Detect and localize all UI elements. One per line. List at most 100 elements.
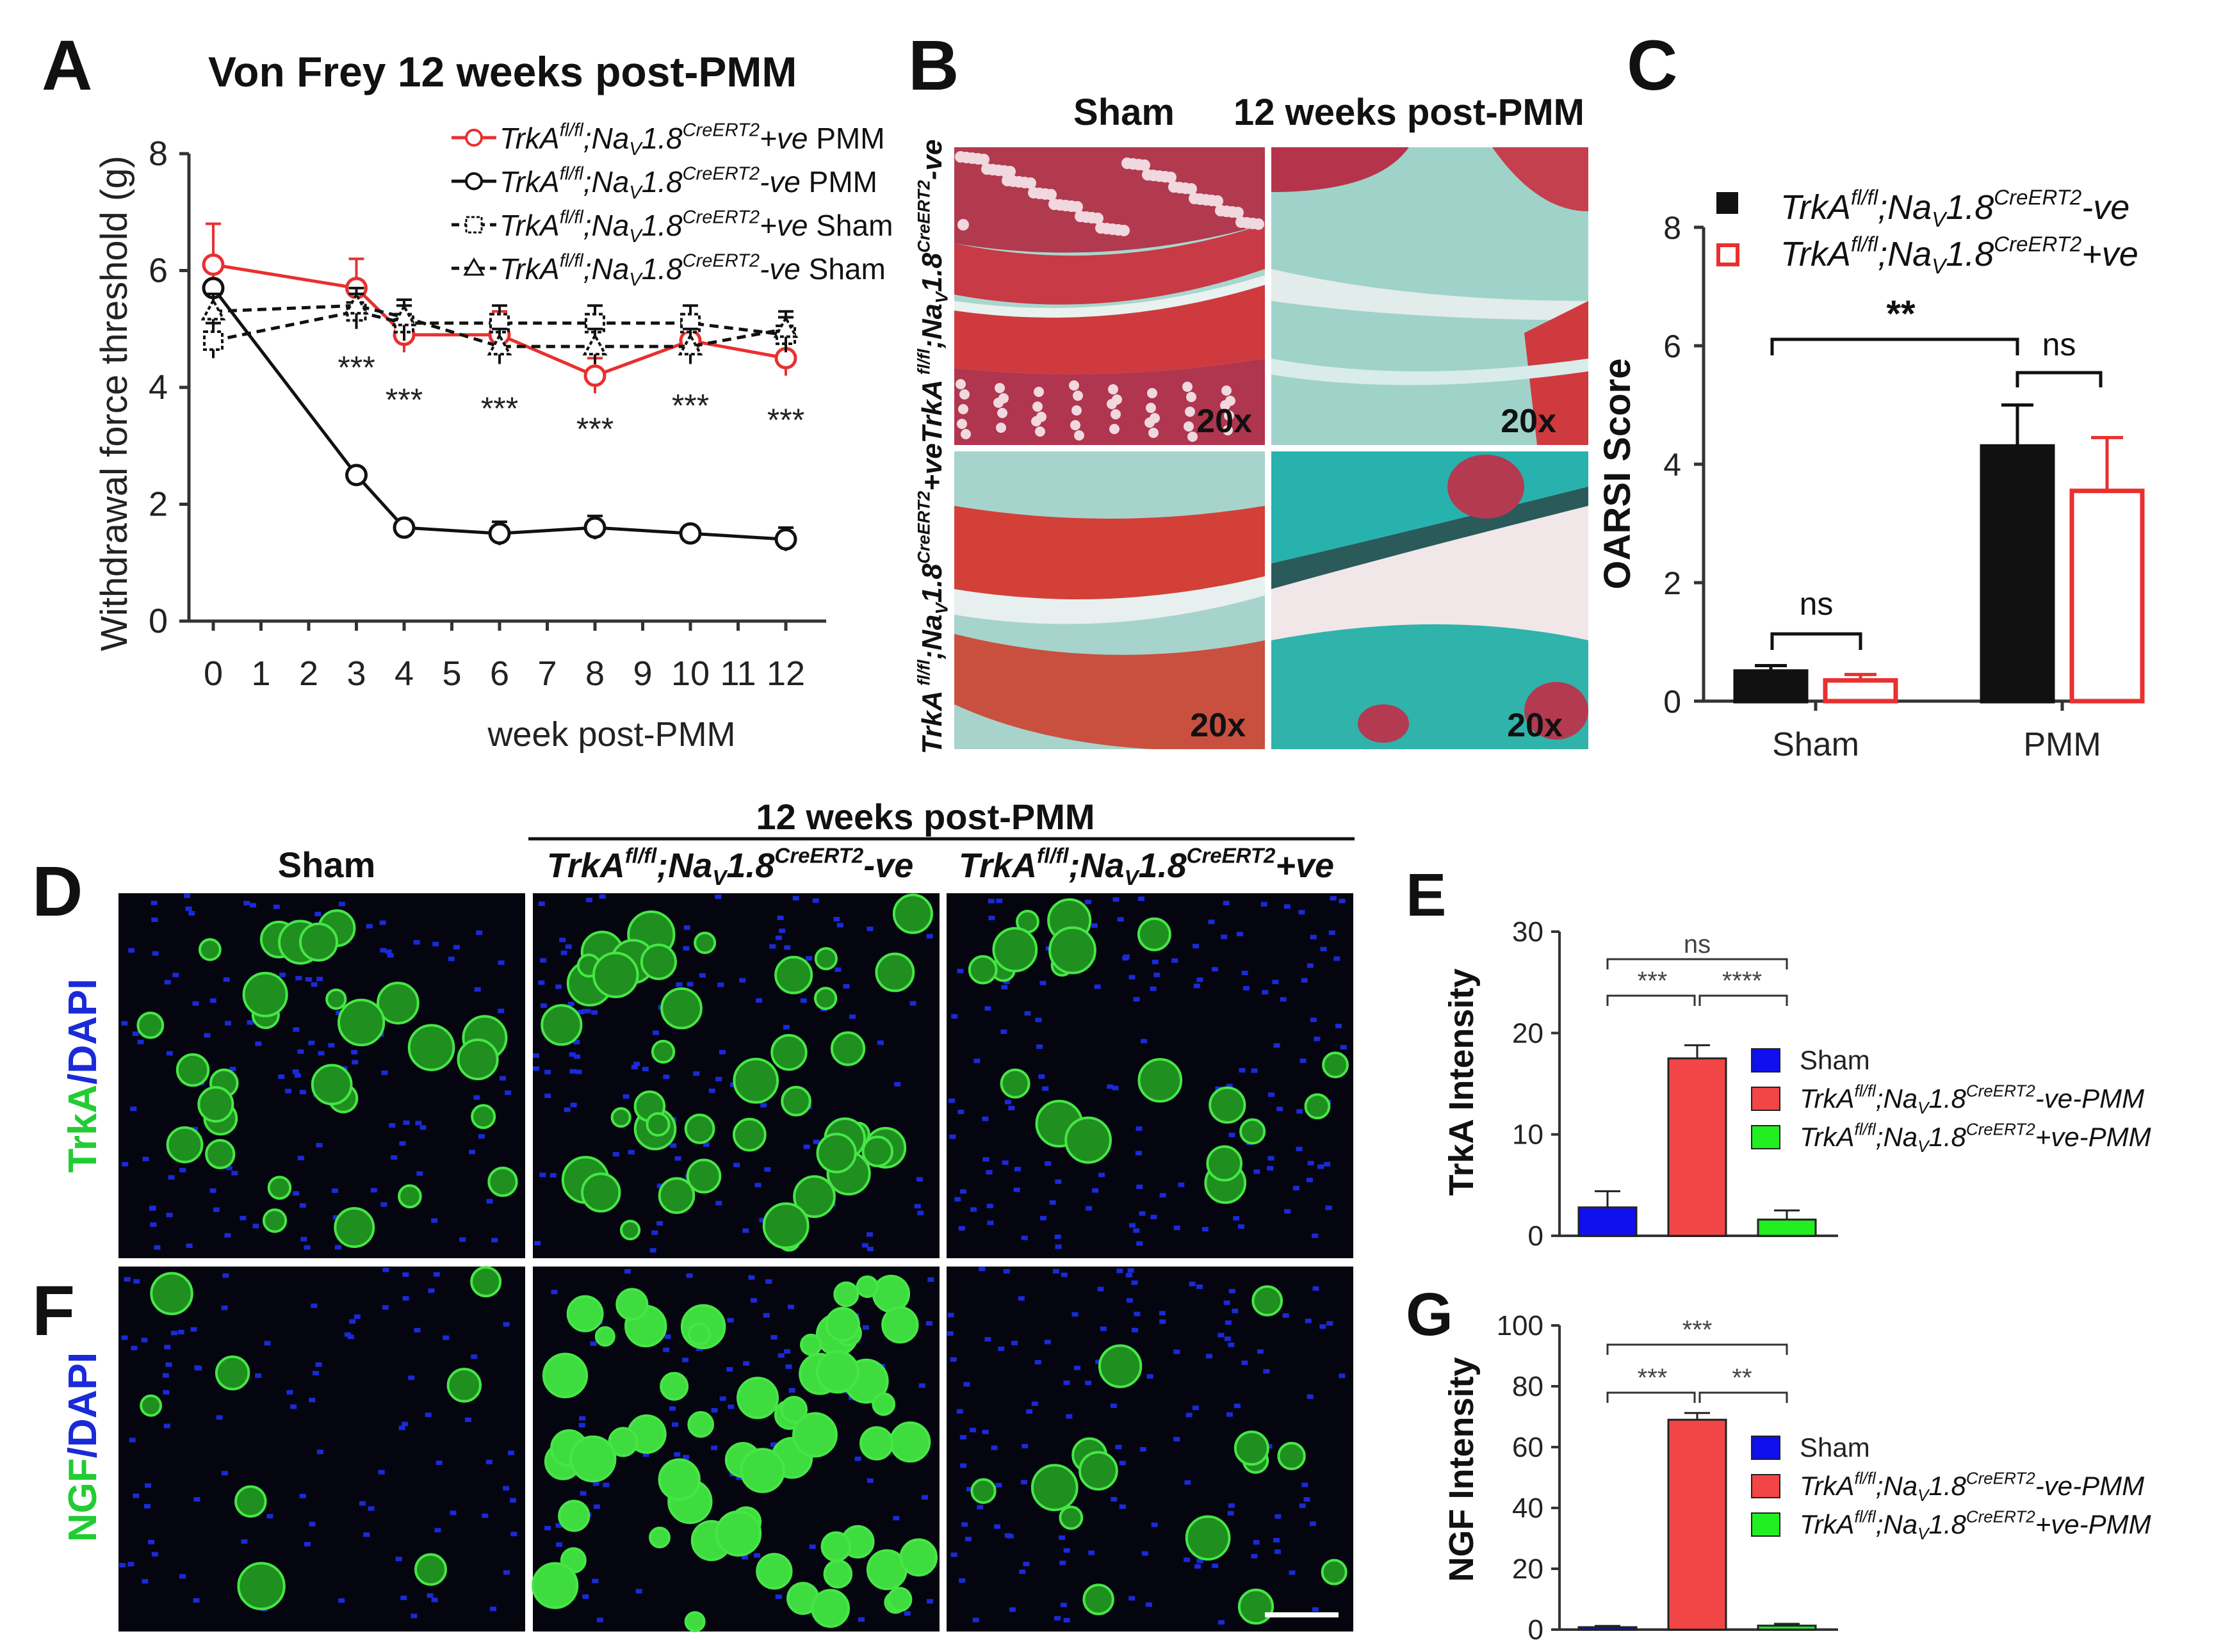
genotype-part: 1.8 [916,252,948,292]
cell-dot [1253,218,1264,230]
dapi-nucleus [1340,1045,1347,1050]
neuron-cell [166,1126,204,1163]
panel-e-y-axis-label: TrkA Intensity [1442,968,1481,1195]
neuron-cell [136,1011,165,1039]
genotype-part: fl/fl [1037,843,1069,867]
legend-marker [463,257,485,276]
dapi-nucleus [1024,1011,1031,1016]
dapi-nucleus [1339,898,1346,903]
dapi-nucleus [754,1553,761,1558]
panel-g-y-axis-label: NGF Intensity [1442,1357,1481,1582]
x-tick-label: 7 [537,654,557,693]
dapi-nucleus [231,1170,238,1176]
dapi-nucleus [569,1052,576,1057]
genotype-part: fl/fl [560,251,585,271]
dapi-nucleus [482,1513,489,1518]
dapi-nucleus [213,1207,220,1212]
dapi-nucleus [297,1049,304,1054]
dapi-nucleus [544,1525,551,1530]
genotype-part: TrkA [1800,1509,1855,1539]
dapi-nucleus [1185,1413,1193,1418]
dapi-nucleus [579,1416,586,1421]
neuron-cell [377,982,419,1024]
genotype-part: ;Na [583,252,630,286]
significance-label: *** [1638,967,1668,995]
neuron-cell [825,1306,860,1342]
neuron-cell [1237,1589,1274,1625]
bracket [2015,371,2103,387]
neuron-cell [267,1176,292,1200]
dapi-nucleus [1003,979,1010,984]
dapi-nucleus [300,1236,307,1242]
data-point [200,298,226,321]
dapi-nucleus [1225,1320,1232,1325]
dapi-nucleus [1097,1286,1104,1292]
neuron-cell [615,1288,649,1321]
dapi-nucleus [191,1126,199,1131]
dapi-nucleus [986,1170,993,1175]
dapi-nucleus [951,1014,958,1019]
dapi-nucleus [1021,1480,1028,1485]
dapi-nucleus [255,1373,262,1378]
dapi-nucleus [1298,910,1305,915]
dapi-nucleus [1019,1569,1026,1575]
legend-marker [465,129,483,147]
neuron-cell [774,955,813,994]
dapi-nucleus [970,1427,977,1432]
dapi-nucleus [194,1365,201,1370]
significance-label: *** [386,382,423,417]
dapi-nucleus [591,1010,598,1015]
legend-label: TrkAfl/fl;NaV1.8CreERT2+ve [1780,232,2138,278]
dapi-nucleus [241,1539,248,1544]
dapi-nucleus [764,1167,771,1172]
dapi-nucleus [593,1504,600,1509]
row-label-trka-dapi: TrkA/DAPI [61,978,105,1172]
neuron-cell [899,1538,938,1577]
dapi-nucleus [432,941,439,946]
genotype-part: 1.8 [642,122,683,155]
panel-letter-b: B [908,26,959,105]
dapi-nucleus [656,1183,664,1188]
dapi-nucleus [651,1230,658,1235]
dapi-nucleus [966,1487,973,1492]
histology-magnification-1: 20x [1196,403,1252,440]
dapi-nucleus [792,896,799,901]
dapi-nucleus [800,998,807,1003]
dapi-nucleus [297,1156,304,1161]
dapi-nucleus [1091,923,1098,928]
dapi-nucleus [1215,1086,1222,1091]
dapi-nucleus [624,1269,631,1274]
dapi-nucleus [193,1497,200,1502]
neuron-cell [1251,1285,1283,1316]
genotype-part: V [629,270,643,290]
dapi-nucleus [1228,1288,1235,1293]
dapi-nucleus [190,1327,197,1332]
neuron-cell [820,1531,852,1562]
legend-label: Sham [1800,1432,1870,1462]
dapi-nucleus [599,894,606,899]
dapi-nucleus [729,1082,737,1087]
dapi-nucleus [464,1417,471,1422]
bracket [1606,958,1788,969]
dapi-nucleus [1232,1308,1239,1313]
fluorescence-image-ngf-positive [947,1267,1353,1632]
dapi-nucleus [1088,1550,1095,1555]
dapi-nucleus [676,982,683,987]
neuron-cell [660,987,703,1030]
genotype-part: 1.8 [726,846,774,885]
panel-b-row-label-positive: TrkA fl/fl;NaV1.8CreERT2+ve [915,443,952,754]
dapi-nucleus [209,998,216,1003]
dapi-nucleus [414,1327,421,1332]
neuron-cell [816,1133,857,1174]
bar [1577,1626,1638,1631]
cell-dot [959,389,970,400]
dapi-nucleus [1059,1535,1066,1540]
dapi-nucleus [1241,971,1248,976]
dapi-nucleus [1098,1172,1105,1178]
dapi-nucleus [988,916,995,921]
panel-letter-d: D [32,852,83,931]
dapi-nucleus [1150,1215,1157,1220]
neuron-cell [658,1458,701,1501]
panel-letter-a: A [42,26,92,105]
dapi-nucleus [473,1095,480,1100]
